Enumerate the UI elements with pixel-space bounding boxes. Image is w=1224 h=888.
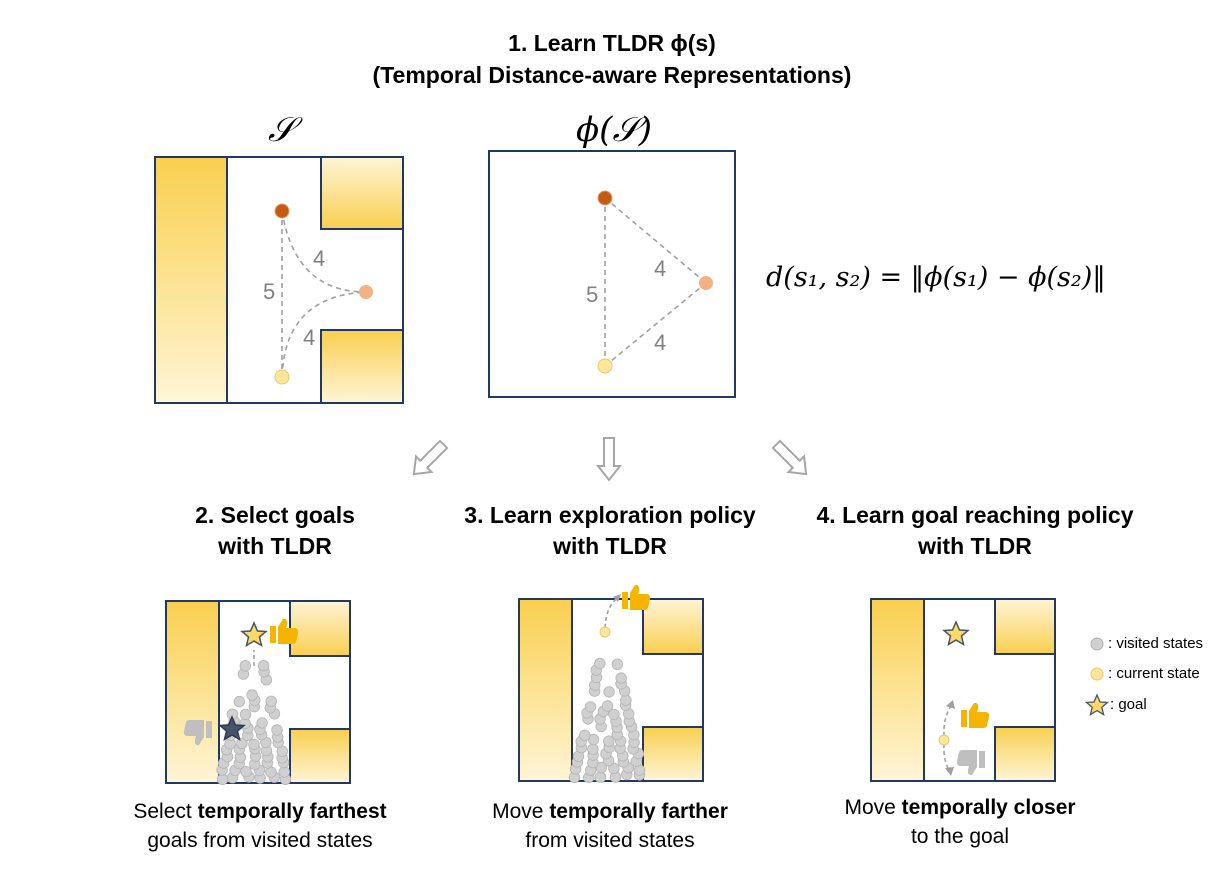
visited-state-dot: [620, 694, 632, 706]
embed-node-middle: [699, 276, 713, 290]
stage4-maze: [870, 598, 1056, 782]
visited-state-dot: [608, 708, 620, 721]
visited-state-dot: [603, 686, 615, 698]
stage2-caption: Select temporally farthest goals from vi…: [133, 800, 387, 852]
visited-state-dot: [271, 724, 283, 736]
visited-state-dot: [603, 735, 615, 747]
legend-current-icon: [1090, 667, 1104, 681]
edge-label-vertical: 5: [263, 279, 275, 304]
visited-state-dot: [246, 689, 258, 701]
legend-markers: [1084, 637, 1110, 716]
visited-state-dot: [236, 737, 248, 750]
stage3-caption: Move temporally farther from visited sta…: [492, 800, 728, 852]
visited-state-dot: [584, 701, 597, 713]
visited-state-dot: [240, 766, 252, 778]
stage3-visited-states: [568, 657, 646, 784]
visited-state-dot: [256, 717, 268, 729]
stage4-title: 4. Learn goal reaching policy with TLDR: [816, 502, 1134, 559]
stage3-title: 3. Learn exploration policy with TLDR: [464, 502, 756, 559]
state-space-maze: 4 5 4: [154, 156, 404, 404]
visited-state-dot: [278, 766, 291, 778]
arrow-to-stage-2: [405, 435, 453, 483]
visited-state-dot: [601, 700, 614, 712]
legend-visited-icon: [1090, 637, 1104, 651]
arrow-to-stage-4: [767, 435, 815, 483]
visited-state-dot: [239, 708, 252, 721]
embed-edge-label-bottom: 4: [654, 330, 666, 355]
embed-edge-label-vertical: 5: [586, 282, 598, 307]
stage2-goal-star-good: [240, 621, 268, 648]
visited-state-dot: [594, 657, 606, 670]
edge-top-left: [281, 210, 367, 293]
visited-state-dot: [248, 738, 260, 751]
visited-state-dot: [594, 771, 607, 783]
stage2-maze: [165, 600, 351, 786]
stage3-maze: [518, 584, 704, 784]
node-top: [274, 203, 290, 219]
stage3-thumb-up-icon: [622, 584, 651, 610]
legend-goal-label: : goal: [1110, 696, 1147, 713]
node-bottom: [274, 369, 290, 385]
embedding-space-panel: 4 5 4: [488, 150, 736, 398]
node-middle: [359, 285, 373, 299]
stage4-goal-star: [942, 620, 970, 647]
arrow-to-stage-3: [597, 437, 621, 481]
stage2-goal-star-bad: [218, 715, 246, 742]
visited-state-dot: [587, 743, 599, 756]
embed-node-bottom: [597, 358, 613, 374]
visited-state-dot: [611, 658, 624, 671]
visited-state-dot: [239, 660, 252, 672]
stage2-visited-states: [216, 660, 292, 786]
legend-current-label: : current state: [1108, 665, 1200, 682]
embed-edge-label-top: 4: [654, 256, 666, 281]
legend-goal-star-icon: [1084, 693, 1110, 716]
legend-visited-label: : visited states: [1108, 635, 1204, 652]
state-space-label: 𝒮: [268, 110, 295, 150]
visited-state-dot: [257, 660, 270, 672]
edge-label-bottom: 4: [303, 325, 315, 350]
stage4-current-state: [938, 734, 950, 746]
stage3-current-state: [599, 626, 611, 638]
edge-bottom-left: [281, 291, 367, 378]
visited-state-dot: [233, 695, 246, 708]
main-title: 1. Learn TLDR ϕ(s): [508, 30, 716, 56]
visited-state-dot: [265, 695, 277, 708]
edge-label-top: 4: [313, 246, 325, 271]
embed-node-top: [597, 190, 613, 206]
embedding-space-label: ϕ(𝒮): [576, 110, 653, 150]
stage2-title: 2. Select goals with TLDR: [195, 502, 355, 559]
visited-state-dot: [595, 761, 608, 774]
visited-state-dot: [615, 672, 627, 684]
main-subtitle: (Temporal Distance-aware Representations…: [372, 62, 852, 88]
stage4-caption: Move temporally closer to the goal: [844, 796, 1076, 848]
visited-state-dot: [579, 729, 591, 742]
distance-formula: d(s₁, s₂) = ‖ϕ(s₁) − ϕ(s₂)‖: [766, 262, 1106, 293]
